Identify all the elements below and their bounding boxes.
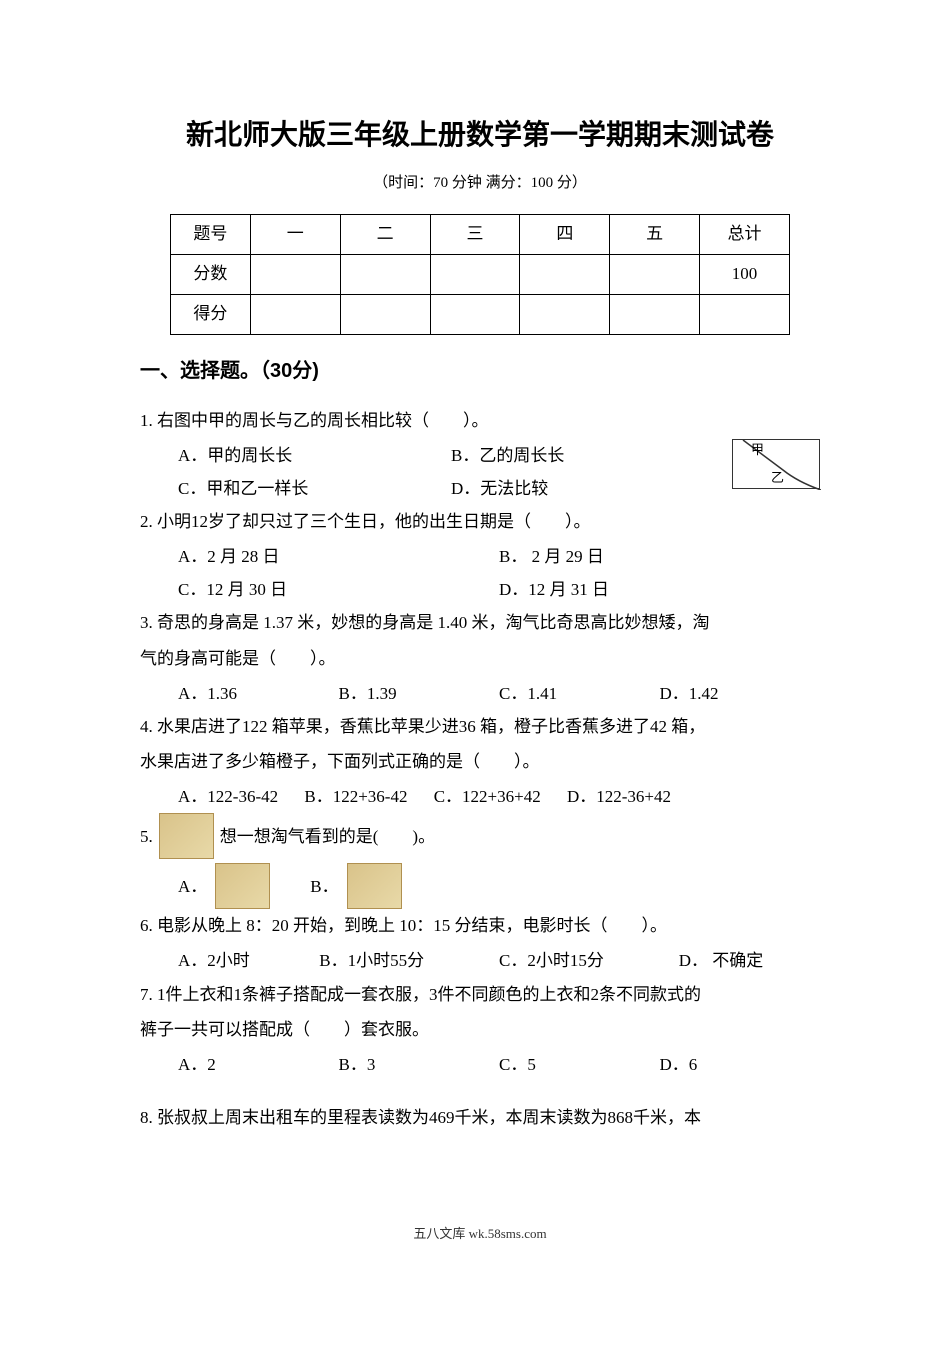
header-label: 题号 <box>171 214 251 254</box>
q-stem: 张叔叔上周末出租车的里程表读数为469千米，本周末读数为868千米，本 <box>157 1108 701 1127</box>
exam-title: 新北师大版三年级上册数学第一学期期末测试卷 <box>140 110 820 162</box>
option: B．122+36-42 <box>304 780 407 813</box>
view-option-a-icon <box>215 863 270 909</box>
question-3: 3. 奇思的身高是 1.37 米，妙想的身高是 1.40 米，淘气比奇思高比妙想… <box>140 606 820 639</box>
cell <box>520 294 610 334</box>
option: C．2小时15分 <box>499 944 679 977</box>
score-table: 题号 一 二 三 四 五 总计 分数 100 得分 <box>170 214 790 335</box>
option: A．2 月 28 日 <box>178 540 499 573</box>
option: B． <box>310 871 338 902</box>
q-stem: 小明12岁了却只过了三个生日，他的出生日期是（ ）。 <box>157 512 591 531</box>
cell <box>340 294 430 334</box>
option: C．12 月 30 日 <box>178 573 499 606</box>
header-col: 五 <box>610 214 700 254</box>
q-stem: 想一想淘气看到的是( )。 <box>220 820 435 853</box>
question-4-cont: 水果店进了多少箱橙子，下面列式正确的是（ ）。 <box>140 745 820 778</box>
option: C．1.41 <box>499 677 660 710</box>
cell <box>250 254 340 294</box>
option: A．1.36 <box>178 677 339 710</box>
row-label: 分数 <box>171 254 251 294</box>
q-num: 5. <box>140 820 153 853</box>
q-num: 2. <box>140 512 153 531</box>
option: D．6 <box>660 1048 821 1081</box>
option: C．甲和乙一样长 <box>178 472 451 505</box>
question-3-cont: 气的身高可能是（ ）。 <box>140 642 820 675</box>
figure-label-a: 甲 <box>751 442 764 457</box>
question-3-options: A．1.36 B．1.39 C．1.41 D．1.42 <box>140 677 820 710</box>
exam-subtitle: （时间：70 分钟 满分：100 分） <box>140 170 820 198</box>
option: A．甲的周长长 <box>178 439 451 472</box>
question-6-options: A．2小时 B．1小时55分 C．2小时15分 D． 不确定 <box>140 944 820 977</box>
cell: 100 <box>700 254 790 294</box>
question-4: 4. 水果店进了122 箱苹果，香蕉比苹果少进36 箱，橙子比香蕉多进了42 箱… <box>140 710 820 743</box>
question-4-options: A．122-36-42 B．122+36-42 C．122+36+42 D．12… <box>140 780 820 813</box>
question-8: 8. 张叔叔上周末出租车的里程表读数为469千米，本周末读数为868千米，本 <box>140 1101 820 1134</box>
figure-label-b: 乙 <box>771 470 784 485</box>
option: A． <box>178 871 207 902</box>
question-7: 7. 1件上衣和1条裤子搭配成一套衣服，3件不同颜色的上衣和2条不同款式的 <box>140 978 820 1011</box>
q-num: 3. <box>140 613 153 632</box>
option: D．无法比较 <box>451 472 724 505</box>
question-5-options: A． B． <box>140 863 820 909</box>
question-6: 6. 电影从晚上 8：20 开始，到晚上 10：15 分结束，电影时长（ ）。 <box>140 909 820 942</box>
question-1-options: A．甲的周长长 B．乙的周长长 C．甲和乙一样长 D．无法比较 甲 乙 <box>140 439 820 505</box>
option: D．12 月 31 日 <box>499 573 820 606</box>
option: A．2小时 <box>178 944 319 977</box>
header-col: 三 <box>430 214 520 254</box>
question-2: 2. 小明12岁了却只过了三个生日，他的出生日期是（ ）。 <box>140 505 820 538</box>
header-col: 二 <box>340 214 430 254</box>
q-num: 4. <box>140 717 153 736</box>
option: B．1小时55分 <box>319 944 499 977</box>
cell <box>430 254 520 294</box>
q-num: 8. <box>140 1108 153 1127</box>
header-col: 总计 <box>700 214 790 254</box>
option: C．122+36+42 <box>434 780 541 813</box>
question-5: 5. 想一想淘气看到的是( )。 <box>140 813 820 859</box>
section-heading: 一、选择题。（30分) <box>140 353 820 390</box>
q-stem-line: 水果店进了122 箱苹果，香蕉比苹果少进36 箱，橙子比香蕉多进了42 箱， <box>157 717 705 736</box>
header-col: 四 <box>520 214 610 254</box>
option: A．2 <box>178 1048 339 1081</box>
q-stem-line: 水果店进了多少箱橙子，下面列式正确的是（ ）。 <box>140 752 540 771</box>
question-7-options: A．2 B．3 C．5 D．6 <box>140 1048 820 1081</box>
cell <box>430 294 520 334</box>
q-stem-line: 裤子一共可以搭配成（ ）套衣服。 <box>140 1020 429 1039</box>
option: D．1.42 <box>660 677 821 710</box>
table-row-header: 题号 一 二 三 四 五 总计 <box>171 214 790 254</box>
view-option-b-icon <box>347 863 402 909</box>
cell <box>250 294 340 334</box>
cell <box>700 294 790 334</box>
question-7-cont: 裤子一共可以搭配成（ ）套衣服。 <box>140 1013 820 1046</box>
row-label: 得分 <box>171 294 251 334</box>
option: B． 2 月 29 日 <box>499 540 820 573</box>
q-num: 1. <box>140 411 153 430</box>
page-footer: 五八文库 wk.58sms.com <box>140 1222 820 1246</box>
cell <box>520 254 610 294</box>
table-row: 分数 100 <box>171 254 790 294</box>
option: B．乙的周长长 <box>451 439 724 472</box>
header-col: 一 <box>250 214 340 254</box>
cell <box>340 254 430 294</box>
cell <box>610 254 700 294</box>
view-figure-icon <box>159 813 214 859</box>
question-2-options: A．2 月 28 日 B． 2 月 29 日 C．12 月 30 日 D．12 … <box>140 540 820 606</box>
q-stem-line: 奇思的身高是 1.37 米，妙想的身高是 1.40 米，淘气比奇思高比妙想矮，淘 <box>157 613 710 632</box>
q-stem: 右图中甲的周长与乙的周长相比较（ ）。 <box>157 411 489 430</box>
q-stem-line: 1件上衣和1条裤子搭配成一套衣服，3件不同颜色的上衣和2条不同款式的 <box>157 985 701 1004</box>
option: B．3 <box>339 1048 500 1081</box>
option: D． 不确定 <box>679 944 820 977</box>
q-num: 7. <box>140 985 153 1004</box>
q-stem-line: 气的身高可能是（ ）。 <box>140 649 336 668</box>
table-row: 得分 <box>171 294 790 334</box>
cell <box>610 294 700 334</box>
perimeter-figure: 甲 乙 <box>732 439 820 489</box>
option: C．5 <box>499 1048 660 1081</box>
q-num: 6. <box>140 916 153 935</box>
q-stem: 电影从晚上 8：20 开始，到晚上 10：15 分结束，电影时长（ ）。 <box>157 916 667 935</box>
question-1: 1. 右图中甲的周长与乙的周长相比较（ ）。 <box>140 404 820 437</box>
option: A．122-36-42 <box>178 780 278 813</box>
option: B．1.39 <box>339 677 500 710</box>
option: D．122-36+42 <box>567 780 671 813</box>
